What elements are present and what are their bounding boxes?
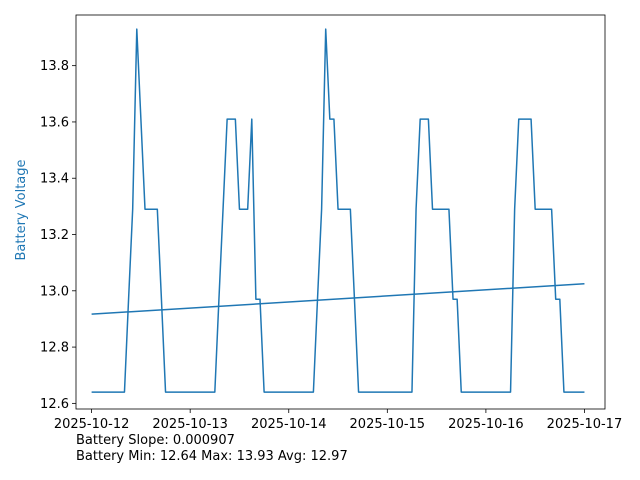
- y-tick-label: 13.2: [40, 228, 69, 243]
- battery-minmax-text: Battery Min: 12.64 Max: 13.93 Avg: 12.97: [76, 449, 348, 464]
- y-tick-label: 13.0: [40, 284, 69, 299]
- y-axis-label: Battery Voltage: [14, 159, 29, 260]
- axes-frame: [75, 14, 606, 410]
- x-tick-label: 2025-10-13: [152, 417, 228, 432]
- battery-voltage-line: [91, 28, 585, 393]
- y-tick-label: 12.8: [40, 341, 69, 356]
- y-tick-label: 13.6: [40, 115, 69, 130]
- plot-background: [76, 15, 605, 409]
- plot-area: [76, 15, 605, 409]
- x-tick-label: 2025-10-16: [448, 417, 524, 432]
- axes: 2025-10-12 2025-10-13 2025-10-14 2025-10-15…: [40, 14, 623, 432]
- y-tick-label: 13.4: [40, 172, 69, 187]
- x-tick-label: 2025-10-12: [54, 417, 130, 432]
- series-layer: [91, 28, 585, 393]
- battery-slope-text: Battery Slope: 0.000907: [76, 433, 235, 448]
- y-tick-label: 13.8: [40, 59, 69, 74]
- x-tick-label: 2025-10-15: [350, 417, 426, 432]
- x-tick-label: 2025-10-14: [251, 417, 327, 432]
- trend-line: [91, 283, 585, 315]
- x-tick-label: 2025-10-17: [547, 417, 623, 432]
- y-tick-label: 12.6: [40, 397, 69, 412]
